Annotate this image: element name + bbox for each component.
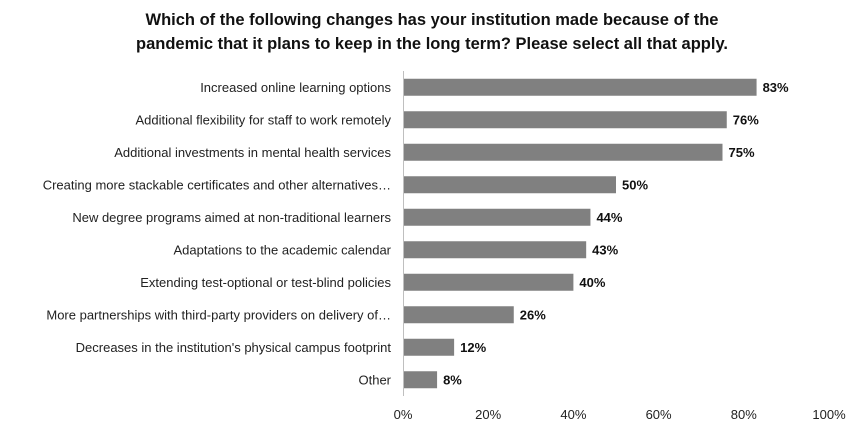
category-label: More partnerships with third-party provi… [46, 307, 391, 322]
category-label: Increased online learning options [200, 80, 391, 95]
x-tick-label: 20% [475, 407, 501, 422]
bar [404, 273, 574, 291]
category-label: Additional investments in mental health … [114, 145, 391, 160]
bar [404, 371, 438, 389]
data-label: 8% [443, 372, 462, 387]
bar [404, 306, 514, 324]
bar [404, 143, 723, 161]
category-label: New degree programs aimed at non-traditi… [72, 210, 391, 225]
x-tick-label: 60% [646, 407, 672, 422]
bar [404, 241, 587, 259]
bar [404, 338, 455, 356]
data-label: 26% [520, 307, 546, 322]
data-label: 43% [592, 242, 618, 257]
chart-title-line-1: Which of the following changes has your … [145, 11, 719, 29]
category-label: Decreases in the institution's physical … [76, 340, 392, 355]
category-label: Additional flexibility for staff to work… [135, 112, 391, 127]
data-label: 76% [733, 112, 759, 127]
data-label: 40% [579, 275, 605, 290]
x-tick-label: 100% [812, 407, 846, 422]
data-label: 75% [729, 145, 755, 160]
chart-title-line-2: pandemic that it plans to keep in the lo… [135, 35, 728, 53]
bar [404, 111, 727, 129]
category-label: Adaptations to the academic calendar [173, 242, 391, 257]
x-tick-label: 0% [394, 407, 413, 422]
data-label: 12% [460, 340, 486, 355]
data-label: 83% [763, 80, 789, 95]
x-tick-label: 40% [560, 407, 586, 422]
bar [404, 78, 757, 96]
category-label: Extending test-optional or test-blind po… [140, 275, 391, 290]
data-label: 50% [622, 177, 648, 192]
category-label: Other [358, 372, 391, 387]
category-label: Creating more stackable certificates and… [43, 177, 391, 192]
bar [404, 176, 616, 194]
bar [404, 208, 591, 226]
data-label: 44% [596, 210, 622, 225]
x-tick-label: 80% [731, 407, 757, 422]
chart-title: Which of the following changes has your … [0, 8, 864, 56]
